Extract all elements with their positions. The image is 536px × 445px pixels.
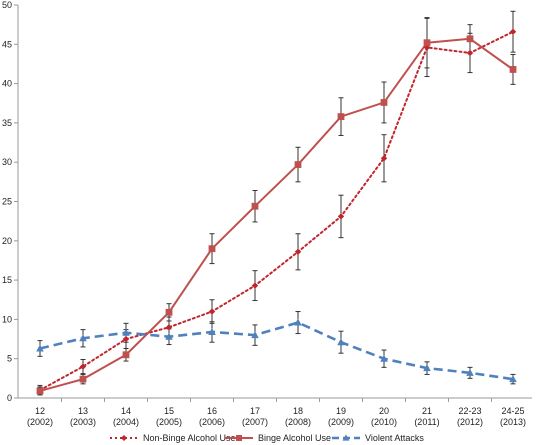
x-tick-label: 20 (379, 406, 389, 416)
x-tick-label: 18 (293, 406, 303, 416)
violent-attacks-line (39, 321, 514, 381)
x-tick-label: 16 (207, 406, 217, 416)
x-tick-year-label: (2009) (328, 417, 354, 427)
y-tick-label: 30 (2, 157, 12, 167)
violent-attacks-point (423, 364, 431, 372)
series-lines (39, 30, 514, 392)
binge-alcohol-use-legend-label: Binge Alcohol Use (258, 433, 331, 443)
y-tick-label: 15 (2, 275, 12, 285)
x-tick-year-label: (2007) (242, 417, 268, 427)
y-tick-label: 50 (2, 0, 12, 10)
y-tick-label: 10 (2, 314, 12, 324)
axes (17, 5, 532, 399)
x-tick-year-label: (2004) (113, 417, 139, 427)
binge-alcohol-use-point (251, 202, 259, 210)
binge-alcohol-use-point (165, 308, 173, 316)
y-tick-label: 35 (2, 118, 12, 128)
non-binge-alcohol-use-point (79, 363, 87, 370)
violent-attacks-point (165, 332, 173, 340)
x-tick-label: 21 (422, 406, 432, 416)
violent-attacks-point (79, 334, 87, 342)
violent-attacks-point (380, 354, 388, 362)
x-tick-label: 22-23 (458, 406, 481, 416)
y-tick-label: 40 (2, 79, 12, 89)
x-tick-year-label: (2002) (27, 417, 53, 427)
non-binge-alcohol-use-legend-label: Non-Binge Alcohol Use (143, 433, 236, 443)
binge-alcohol-use-point (466, 35, 474, 43)
binge-alcohol-use-point (79, 375, 87, 383)
x-tick-year-label: (2008) (285, 417, 311, 427)
binge-alcohol-use-point (337, 113, 345, 121)
legend: Non-Binge Alcohol Use Binge Alcohol Use Vi… (110, 433, 424, 443)
x-tick-year-label: (2013) (500, 417, 526, 427)
binge-alcohol-use-line (39, 37, 514, 392)
non-binge-alcohol-use-point (251, 282, 259, 289)
non-binge-alcohol-use-point (466, 49, 474, 57)
x-tick-label: 14 (121, 406, 131, 416)
y-tick-label: 45 (2, 39, 12, 49)
x-tick-year-label: (2006) (199, 417, 225, 427)
x-tick-label: 12 (35, 406, 45, 416)
violent-attacks-point (337, 338, 345, 346)
non-binge-alcohol-use-point (165, 324, 173, 331)
non-binge-alcohol-use-point (509, 28, 517, 35)
violent-attacks-point (122, 328, 130, 336)
series-markers (36, 28, 517, 395)
y-tick-label: 20 (2, 236, 12, 246)
y-tick-label: 5 (7, 354, 12, 364)
x-tick-label: 13 (78, 406, 88, 416)
violent-attacks-point (294, 318, 302, 326)
x-tick-label: 24-25 (501, 406, 524, 416)
x-tick-year-label: (2003) (70, 417, 96, 427)
violent-attacks-legend-label: Violent Attacks (365, 433, 424, 443)
x-tick-label: 15 (164, 406, 174, 416)
violent-attacks-point (36, 344, 44, 352)
x-tick-label: 19 (336, 406, 346, 416)
non-binge-alcohol-use-point (380, 155, 388, 162)
non-binge-alcohol-use-point (337, 213, 345, 220)
x-tick-year-label: (2010) (371, 417, 397, 427)
violent-attacks-point (466, 368, 474, 376)
binge-alcohol-use-point (294, 161, 302, 168)
binge-alcohol-use-point (509, 66, 517, 73)
binge-alcohol-use-point (423, 39, 431, 47)
non-binge-alcohol-use-line (39, 30, 514, 392)
binge-alcohol-use-point (208, 245, 216, 253)
violent-attacks-point (509, 375, 517, 383)
violent-attacks-point (208, 327, 216, 335)
x-tick-label: 17 (250, 406, 260, 416)
y-tick-label: 25 (2, 197, 12, 207)
x-tick-year-label: (2005) (156, 417, 182, 427)
non-binge-alcohol-use-point (294, 248, 302, 256)
binge-alcohol-use-point (122, 351, 130, 359)
violent-attacks-legend-marker (342, 434, 350, 441)
y-tick-label: 0 (7, 393, 12, 403)
binge-alcohol-use-legend-marker (236, 435, 242, 441)
axis-ticks: 0510152025303540455012(2002)13(2003)14(2… (2, 0, 526, 427)
error-bars (37, 10, 516, 396)
x-tick-year-label: (2012) (457, 417, 483, 427)
binge-alcohol-use-point (36, 387, 44, 395)
non-binge-alcohol-use-point (208, 308, 216, 315)
x-tick-year-label: (2011) (414, 417, 439, 427)
non-binge-alcohol-use-legend-marker (121, 435, 127, 441)
violent-attacks-point (251, 331, 259, 339)
non-binge-alcohol-use-point (122, 335, 130, 343)
binge-alcohol-use-point (380, 99, 388, 106)
